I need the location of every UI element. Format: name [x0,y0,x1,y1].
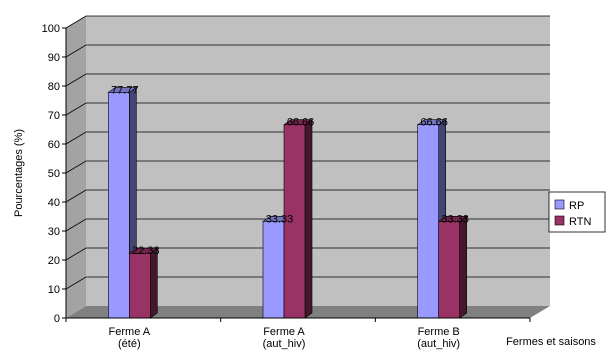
data-label-RTN: 66.66 [287,117,315,129]
legend-box [548,191,606,233]
bar-side-RTN [459,215,467,319]
gridline [65,160,550,174]
data-label-RP: 66.66 [420,117,448,129]
gridline [65,218,550,232]
data-label-RP: 77.77 [111,84,139,96]
x-tick-label-line: (aut_hiv) [263,338,306,350]
gridline [65,189,550,203]
bar-RP [262,221,285,319]
legend-label-RP: RP [569,200,584,212]
x-tick-label: Ferme B (aut_hiv) [417,326,460,350]
data-labels: 77.77 22.33 33.33 66.66 66.66 33.33 [111,84,469,257]
y-axis: 0 10 20 30 40 50 60 70 80 90 100 [42,23,67,325]
legend-label-RTN: RTN [569,216,591,228]
data-label-RTN: 33.33 [441,213,469,225]
gridline [65,131,550,145]
x-tick-label-line: Ferme A [263,326,305,338]
y-tick-label: 40 [48,197,60,209]
y-tick-label: 30 [48,226,60,238]
y-tick-label: 70 [48,110,60,122]
x-tick-label-line: (aut_hiv) [417,338,460,350]
bar-side-RTN [304,119,313,319]
gridline [65,73,550,87]
y-tick-label: 0 [54,313,60,325]
gridline [65,15,550,29]
bars [107,86,468,319]
bar-RP [108,92,130,319]
x-axis-title: Fermes et saisons [506,336,596,348]
bar-RTN [438,221,460,319]
y-tick-label: 80 [48,81,60,93]
legend-swatch-RP [554,199,565,210]
gridlines [65,15,550,290]
legend-swatch-RTN [554,215,565,226]
data-label-RTN: 22.33 [132,245,160,257]
bar-RTN [129,252,151,319]
x-axis: Ferme A (été)Ferme A (aut_hiv)Ferme B (aut_… [65,317,531,350]
gridline [65,247,550,261]
y-tick-label: 90 [48,52,60,64]
gridline [65,276,550,290]
bar-side-RTN [150,247,158,319]
x-tick-label: Ferme A (été) [109,326,151,350]
bar-RP [417,124,439,319]
x-tick-label: Ferme A (aut_hiv) [263,326,306,350]
y-tick-label: 20 [48,255,60,267]
y-tick-label: 10 [48,284,60,296]
y-tick-label: 60 [48,139,60,151]
gridline [65,102,550,116]
x-tick-label-line: Ferme B [418,326,460,338]
y-axis-title: Pourcentages (%) [13,129,25,217]
data-label-RP: 33.33 [266,213,294,225]
legend: RP RTN [548,191,606,233]
x-tick-label-line: Ferme A [109,326,151,338]
x-tick-label-line: (été) [118,338,141,350]
gridline [65,44,550,58]
y-tick-label: 50 [48,168,60,180]
y-tick-label: 100 [42,23,60,35]
